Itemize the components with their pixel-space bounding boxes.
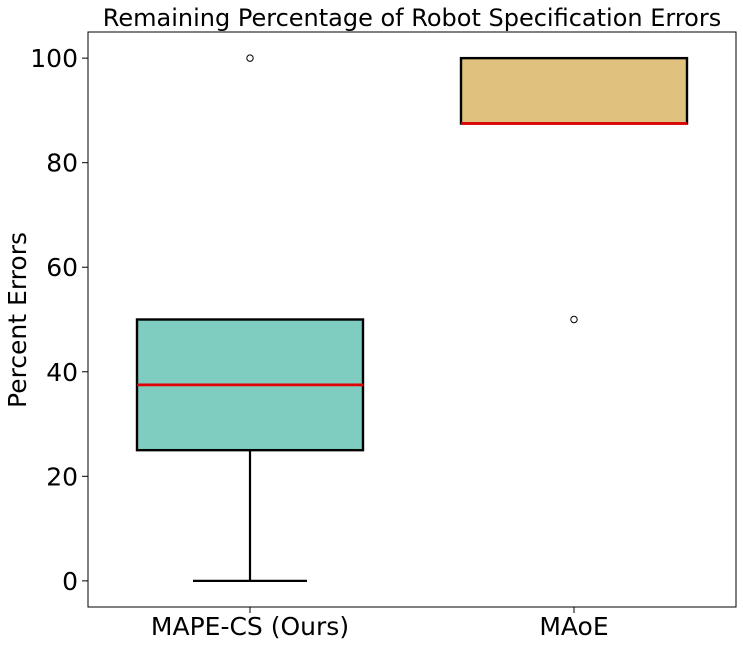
y-tick-label: 20: [46, 462, 78, 491]
box-group: [459, 56, 689, 324]
outlier-point: [246, 54, 254, 62]
y-tick-label: 100: [30, 44, 78, 73]
x-tick-label: MAPE-CS (Ours): [151, 612, 349, 641]
y-tick-label: 0: [62, 567, 78, 596]
boxes: [135, 54, 689, 582]
y-tick-label: 40: [46, 358, 78, 387]
box-group: [135, 54, 365, 582]
outlier-point: [570, 315, 578, 324]
plot-frame: [87, 31, 737, 608]
axis-ticks: 0 20 40 60 80 100 MAPE-CS (Ours) MAoE: [30, 44, 608, 641]
chart-title: Remaining Percentage of Robot Specificat…: [103, 4, 721, 32]
y-tick-label: 60: [46, 253, 78, 282]
box-iqr: [459, 56, 689, 125]
y-tick-label: 80: [46, 149, 78, 178]
x-tick-label: MAoE: [539, 612, 608, 641]
y-axis-label: Percent Errors: [3, 232, 32, 408]
